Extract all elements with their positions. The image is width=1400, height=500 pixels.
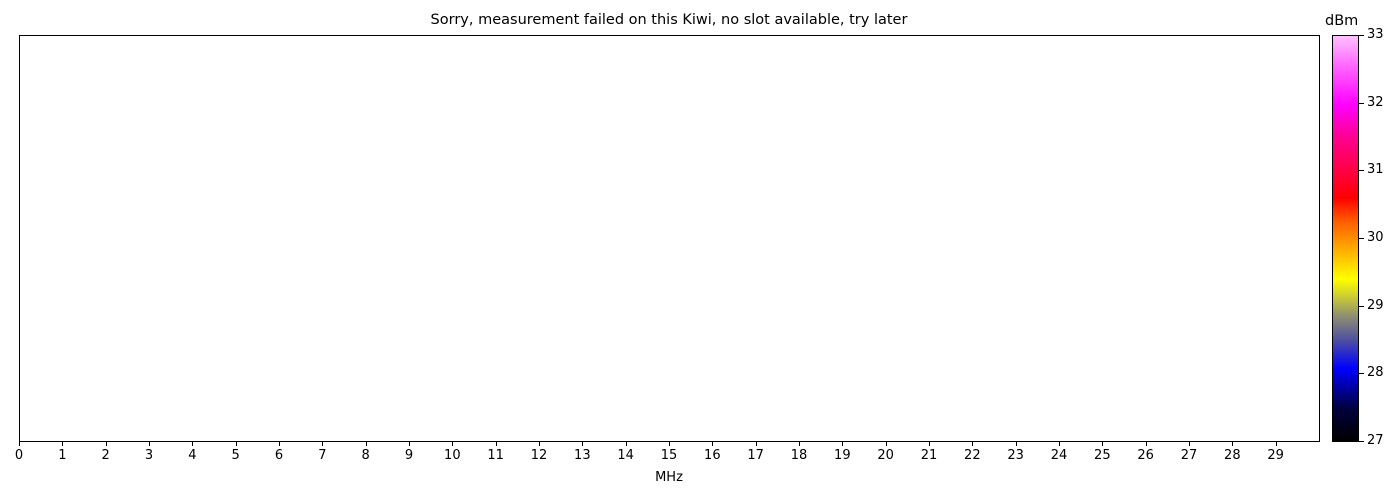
x-tick-label: 5 bbox=[231, 448, 240, 463]
x-tick-label: 13 bbox=[574, 448, 591, 463]
x-tick bbox=[799, 441, 800, 446]
x-tick bbox=[409, 441, 410, 446]
x-tick-label: 15 bbox=[660, 448, 678, 463]
x-tick bbox=[712, 441, 714, 446]
x-tick-label: 24 bbox=[1050, 448, 1068, 463]
colorbar-tick bbox=[1359, 170, 1364, 172]
x-tick bbox=[365, 441, 367, 446]
colorbar-tick-label: 29 bbox=[1367, 297, 1384, 313]
x-tick bbox=[539, 441, 540, 446]
x-tick-label: 2 bbox=[101, 448, 110, 463]
x-tick bbox=[19, 441, 20, 446]
x-tick bbox=[929, 441, 930, 446]
x-tick bbox=[972, 441, 974, 446]
x-tick bbox=[1189, 441, 1190, 446]
x-tick-label: 4 bbox=[188, 448, 197, 463]
x-tick bbox=[62, 441, 64, 446]
x-tick-label: 29 bbox=[1267, 448, 1284, 463]
x-tick-label: 25 bbox=[1094, 448, 1111, 463]
colorbar-tick-label: 33 bbox=[1367, 27, 1384, 42]
x-tick-label: 7 bbox=[318, 448, 327, 463]
x-tick bbox=[842, 441, 844, 446]
x-tick bbox=[452, 441, 454, 446]
x-tick-label: 11 bbox=[487, 448, 504, 463]
colorbar-tick bbox=[1359, 238, 1364, 239]
colorbar-tick-label: 27 bbox=[1367, 433, 1384, 448]
x-tick bbox=[1275, 441, 1277, 446]
x-tick-label: 10 bbox=[444, 448, 461, 463]
colorbar-tick-label: 31 bbox=[1367, 162, 1384, 178]
x-tick-label: 28 bbox=[1224, 448, 1241, 463]
chart-title: Sorry, measurement failed on this Kiwi, … bbox=[430, 12, 908, 28]
colorbar-tick bbox=[1359, 441, 1364, 442]
colorbar bbox=[1332, 35, 1359, 442]
x-tick bbox=[495, 441, 497, 446]
x-tick-label: 26 bbox=[1137, 448, 1154, 463]
x-tick-label: 21 bbox=[920, 448, 938, 463]
x-tick-label: 1 bbox=[58, 448, 67, 463]
x-tick-label: 12 bbox=[530, 448, 548, 463]
x-axis-label: MHz bbox=[655, 470, 683, 485]
x-tick bbox=[1102, 441, 1104, 446]
x-tick bbox=[279, 441, 280, 446]
x-tick-label: 16 bbox=[704, 448, 721, 463]
x-tick bbox=[625, 441, 627, 446]
x-tick-label: 14 bbox=[617, 448, 634, 463]
x-tick-label: 19 bbox=[834, 448, 851, 463]
x-tick-label: 23 bbox=[1007, 448, 1024, 463]
colorbar-tick bbox=[1359, 305, 1364, 307]
colorbar-tick bbox=[1359, 102, 1364, 104]
colorbar-tick bbox=[1359, 373, 1364, 375]
x-tick-label: 27 bbox=[1180, 448, 1198, 463]
x-tick bbox=[105, 441, 107, 446]
x-tick bbox=[669, 441, 670, 446]
x-tick-label: 3 bbox=[144, 448, 154, 463]
x-tick-label: 20 bbox=[877, 448, 894, 463]
colorbar-tick-label: 28 bbox=[1367, 365, 1384, 381]
x-tick-label: 9 bbox=[404, 448, 414, 463]
colorbar-label: dBm bbox=[1325, 13, 1359, 29]
x-tick bbox=[1059, 441, 1060, 446]
colorbar-tick bbox=[1359, 35, 1364, 36]
x-tick bbox=[1145, 441, 1147, 446]
x-tick-label: 17 bbox=[747, 448, 764, 463]
colorbar-tick-label: 30 bbox=[1367, 230, 1384, 245]
plot-area bbox=[19, 35, 1320, 442]
colorbar-tick-label: 32 bbox=[1367, 94, 1384, 110]
x-tick bbox=[322, 441, 324, 446]
x-tick bbox=[582, 441, 584, 446]
x-tick bbox=[192, 441, 194, 446]
x-tick bbox=[235, 441, 237, 446]
x-tick bbox=[755, 441, 757, 446]
x-tick-label: 8 bbox=[361, 448, 370, 463]
x-tick-label: 6 bbox=[274, 448, 284, 463]
x-tick-label: 22 bbox=[964, 448, 981, 463]
x-tick bbox=[1232, 441, 1234, 446]
x-tick bbox=[885, 441, 887, 446]
x-tick-label: 18 bbox=[790, 448, 808, 463]
x-tick bbox=[149, 441, 150, 446]
x-tick-label: 0 bbox=[14, 448, 24, 463]
x-tick bbox=[1015, 441, 1017, 446]
